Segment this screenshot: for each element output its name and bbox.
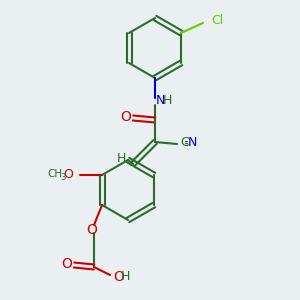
Text: O: O [61, 257, 73, 271]
Text: C: C [180, 136, 189, 149]
Text: CH: CH [47, 169, 62, 179]
Text: O: O [121, 110, 131, 124]
Text: O: O [113, 270, 124, 284]
Text: 3: 3 [61, 173, 66, 182]
Text: Cl: Cl [211, 14, 223, 26]
Text: O: O [87, 223, 98, 237]
Text: H: H [116, 152, 126, 166]
Text: H: H [162, 94, 172, 106]
Text: H: H [121, 271, 130, 284]
Text: O: O [63, 169, 73, 182]
Text: N: N [155, 94, 165, 106]
Text: N: N [188, 136, 197, 149]
